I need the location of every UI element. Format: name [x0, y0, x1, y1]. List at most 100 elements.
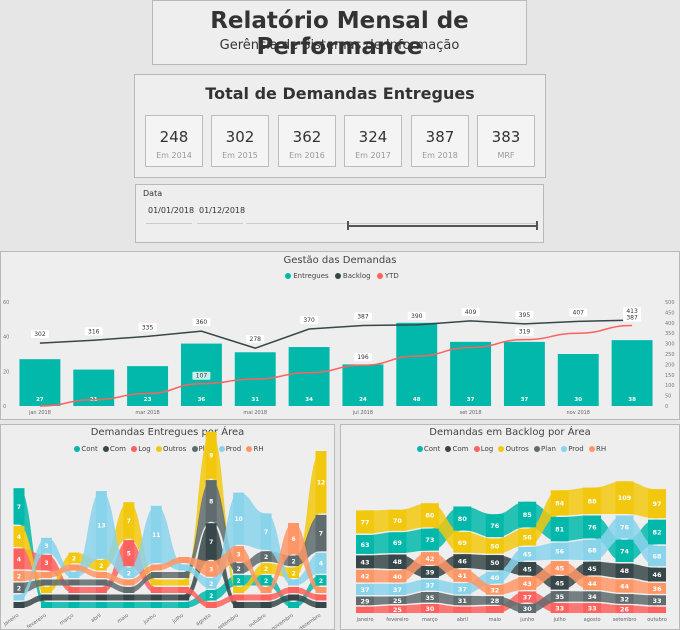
legend-outros[interactable]: Outros: [505, 445, 529, 453]
band-segment: [233, 575, 245, 586]
slider-start-handle[interactable]: [347, 221, 349, 230]
band-value-label: 44: [588, 580, 598, 588]
band-segment: [518, 604, 537, 613]
band-segment: [233, 594, 245, 601]
backlog-label-bg: [246, 335, 265, 344]
total-card-2016[interactable]: 362 Em 2016: [278, 115, 336, 167]
backlog-value-label: 387: [357, 314, 369, 321]
date-start-input[interactable]: 01/01/2018: [148, 206, 195, 215]
legend-entregues[interactable]: Entregues: [293, 272, 329, 280]
line-backlog: [39, 319, 633, 349]
band-value-label: 8: [209, 498, 213, 505]
legend-ytd[interactable]: YTD: [384, 272, 399, 280]
band-value-label: 2: [237, 578, 241, 585]
band-segment: [388, 583, 407, 595]
band-value-label: 84: [555, 499, 565, 507]
band-segment: [388, 554, 407, 569]
band-value-label: 25: [393, 597, 403, 605]
band-segment: [315, 552, 327, 574]
band-segment: [95, 491, 107, 559]
date-end-input[interactable]: 01/12/2018: [199, 206, 246, 215]
legend-cont[interactable]: Cont: [81, 445, 98, 453]
band-segment: [420, 579, 439, 591]
band-value-label: 4: [17, 556, 21, 563]
band-segment: [123, 587, 135, 593]
band-segment: [233, 563, 245, 574]
x-tick: julho: [171, 613, 185, 625]
band-segment: [13, 594, 25, 601]
band-segment: [68, 564, 80, 571]
band-segment: [40, 594, 52, 601]
band-segment: [420, 592, 439, 603]
total-card-2015[interactable]: 302 Em 2015: [211, 115, 269, 167]
band-value-label: 88: [588, 497, 598, 505]
bar-value-label: 38: [628, 397, 636, 403]
date-slicer: Data 01/01/2018 01/12/2018: [135, 184, 544, 243]
total-card-mrf[interactable]: 383 MRF: [477, 115, 535, 167]
legend-log[interactable]: Log: [480, 445, 494, 453]
band-segment: [453, 569, 472, 582]
band-segment: [388, 605, 407, 613]
band-segment: [583, 603, 602, 613]
band-value-label: 2: [291, 570, 295, 577]
band-value-label: 29: [360, 597, 370, 605]
band-value-label: 80: [425, 512, 435, 520]
band-segment: [485, 514, 504, 538]
band-value-label: 48: [620, 567, 630, 575]
band-segment: [583, 576, 602, 590]
band-value-label: 6: [291, 536, 295, 543]
legend-backlog[interactable]: Backlog: [342, 272, 371, 280]
band-segment: [583, 539, 602, 561]
band-value-label: 40: [490, 574, 500, 582]
ytd-label-bg: [515, 327, 534, 336]
band-value-label: 11: [152, 532, 160, 539]
card-label: Em 2014: [156, 151, 192, 160]
bar-entregues: [396, 322, 438, 406]
card-value: 387: [425, 128, 455, 146]
total-card-2014[interactable]: 248 Em 2014: [145, 115, 203, 167]
date-range-slider[interactable]: [348, 225, 538, 227]
total-card-2017[interactable]: 324 Em 2017: [344, 115, 402, 167]
legend-outros-icon: [155, 446, 162, 452]
band-value-label: 26: [620, 606, 630, 614]
band-value-label: 45: [523, 565, 533, 573]
band-segment: [485, 571, 504, 584]
y-right-tick: 400: [665, 321, 675, 327]
legend-com[interactable]: Com: [452, 445, 469, 453]
legend-plan-icon: [191, 446, 198, 452]
band-segment: [288, 567, 300, 578]
band-segment: [485, 555, 504, 571]
legend-plan[interactable]: Plan: [541, 445, 556, 453]
legend-log[interactable]: Log: [138, 445, 151, 453]
y-right-tick: 100: [665, 383, 675, 389]
legend-prod[interactable]: Prod: [568, 445, 584, 453]
band-segment: [288, 555, 300, 567]
band-value-label: 56: [555, 548, 565, 556]
y-left-tick: 20: [3, 369, 9, 375]
band-segment: [95, 594, 107, 601]
bar-entregues: [450, 341, 492, 406]
band-segment: [583, 591, 602, 602]
band-segment: [150, 602, 162, 608]
area-plot: 722 2 27435422792212282227313211210742336j…: [2, 431, 327, 629]
band-segment: [260, 575, 272, 586]
band-segment: [518, 577, 537, 590]
total-card-2018[interactable]: 387 Em 2018: [411, 115, 469, 167]
band-segment: [420, 566, 439, 578]
band-segment: [356, 510, 374, 534]
legend-com[interactable]: Com: [109, 445, 126, 453]
legend-cont-icon: [74, 446, 81, 452]
card-value: 324: [358, 128, 388, 146]
band-segment: [453, 506, 472, 531]
legend-rh[interactable]: RH: [253, 445, 264, 453]
band-segment: [315, 514, 327, 552]
slider-end-handle[interactable]: [536, 221, 538, 230]
legend-prod[interactable]: Prod: [225, 445, 242, 453]
backlog-area-chart: Demandas em Backlog por Área Cont Com Lo…: [340, 424, 680, 630]
legend-outros[interactable]: Outros: [162, 445, 187, 453]
legend-cont[interactable]: Cont: [423, 445, 441, 453]
ytd-value-label: 107: [196, 373, 208, 380]
band-segment: [123, 502, 135, 539]
legend-rh[interactable]: RH: [595, 445, 607, 453]
band-value-label: 28: [490, 597, 500, 605]
